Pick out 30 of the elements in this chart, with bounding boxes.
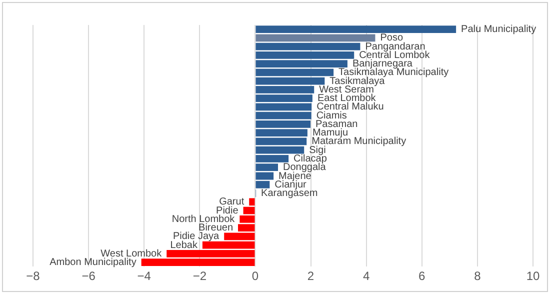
y-tick-label: North Lombok bbox=[172, 214, 236, 225]
y-tick-label: Karangasem bbox=[261, 188, 318, 200]
y-tick-label: Cianjur bbox=[274, 179, 308, 190]
y-tick-label: Palu Municipality bbox=[461, 24, 536, 36]
y-tick-label: Majene bbox=[278, 170, 312, 182]
y-tick-label: Sigi bbox=[309, 144, 326, 156]
y-tick-label: Ciamis bbox=[316, 110, 347, 122]
bar bbox=[256, 34, 376, 42]
x-tick-label: −2 bbox=[192, 269, 207, 284]
x-tick-label: 6 bbox=[418, 269, 426, 284]
y-tick-label: Donggala bbox=[283, 162, 326, 174]
x-tick-label: 2 bbox=[307, 269, 314, 284]
y-tick-label: Pangandaran bbox=[365, 41, 426, 52]
y-tick-label: Pasaman bbox=[316, 118, 358, 130]
y-tick-label: Cilacap bbox=[294, 153, 328, 164]
y-tick-label: Ambon Municipality bbox=[50, 257, 136, 268]
x-tick-label: 0 bbox=[252, 269, 259, 284]
y-tick-label: Poso bbox=[380, 32, 404, 44]
x-tick-label: −6 bbox=[82, 269, 96, 284]
y-tick-label: Lebak bbox=[170, 240, 198, 251]
x-tick-label: 8 bbox=[474, 269, 482, 284]
x-tick-label: −8 bbox=[26, 269, 40, 284]
x-tick-label: 4 bbox=[362, 269, 370, 284]
bar bbox=[256, 26, 456, 34]
y-tick-label: Banjarnegara bbox=[352, 58, 413, 70]
y-tick-label: Central Lombok bbox=[359, 50, 431, 61]
y-tick-label: Tasikmalaya bbox=[330, 76, 386, 87]
x-tick-label: 10 bbox=[526, 269, 540, 284]
x-tick-label: −4 bbox=[137, 269, 152, 284]
y-tick-label: Tasikmalaya Municipality bbox=[338, 67, 449, 78]
